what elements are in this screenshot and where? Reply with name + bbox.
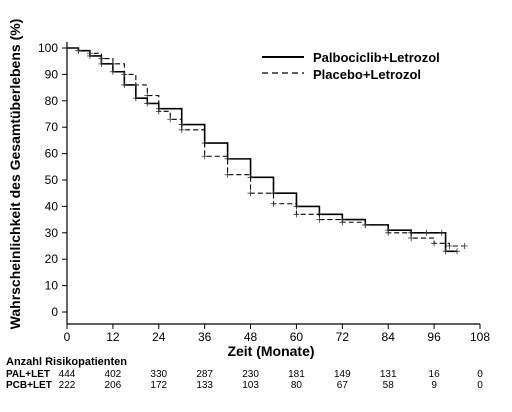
risk-value: 444 [59, 369, 76, 380]
censor-mark [144, 92, 151, 99]
x-tick-label: 84 [382, 330, 396, 344]
risk-value: 172 [150, 380, 167, 391]
censor-mark [339, 219, 346, 226]
censor-mark [132, 95, 139, 102]
censor-mark [121, 81, 128, 88]
censor-mark [109, 68, 116, 75]
series-layer [67, 47, 468, 255]
legend-label-placebo: Placebo+Letrozol [313, 67, 421, 82]
x-ticks: 0 12 24 36 48 60 72 84 96 108 [64, 324, 490, 344]
risk-value: 131 [380, 369, 397, 380]
censor-mark [201, 153, 208, 160]
risk-value: 230 [242, 369, 259, 380]
censor-mark [224, 171, 231, 178]
y-axis-label: Wahrscheinlichkeit des Gesamtüberlebens … [7, 19, 23, 330]
censor-mark [408, 235, 415, 242]
censor-mark [86, 50, 93, 57]
x-tick-label: 48 [244, 330, 258, 344]
censor-mark [132, 81, 139, 88]
censor-mark [431, 240, 438, 247]
censor-mark [385, 229, 392, 236]
x-tick-label: 36 [198, 330, 212, 344]
censor-mark [75, 47, 82, 54]
censor-mark [144, 100, 151, 107]
risk-value: 0 [477, 369, 483, 380]
censor-mark [442, 248, 449, 255]
risk-row-label: PAL+LET [6, 369, 50, 380]
y-tick-label: 70 [45, 120, 59, 134]
risk-value: 287 [196, 369, 213, 380]
risk-value: 67 [337, 380, 349, 391]
x-tick-label: 96 [427, 330, 441, 344]
risk-value: 103 [242, 380, 259, 391]
y-tick-label: 100 [38, 41, 58, 55]
censor-mark [121, 71, 128, 78]
y-tick-label: 50 [45, 173, 59, 187]
risk-row-label: PCB+LET [6, 380, 52, 391]
y-tick-label: 80 [45, 94, 59, 108]
risk-value: 133 [196, 380, 213, 391]
censor-mark [178, 126, 185, 133]
y-tick-label: 40 [45, 199, 59, 213]
x-tick-label: 0 [64, 330, 71, 344]
y-tick-label: 30 [45, 226, 59, 240]
risk-value: 16 [429, 369, 441, 380]
censor-mark [423, 229, 430, 236]
censor-mark [362, 221, 369, 228]
x-tick-label: 60 [290, 330, 304, 344]
risk-value: 330 [150, 369, 167, 380]
legend: Palbociclib+Letrozol Placebo+Letrozol [262, 50, 440, 82]
censor-mark [167, 116, 174, 123]
censor-mark [316, 216, 323, 223]
legend-label-palbociclib: Palbociclib+Letrozol [313, 50, 440, 65]
censor-mark [109, 60, 116, 67]
risk-value: 181 [288, 369, 305, 380]
risk-value: 402 [105, 369, 122, 380]
y-tick-label: 10 [45, 279, 59, 293]
risk-table: PAL+LET 444 402 330 287 230 181 149 131 16 0 PCB+LE… [6, 369, 483, 391]
censor-mark [247, 190, 254, 197]
risk-table-title: Anzahl Risikopatienten [6, 356, 127, 368]
risk-value: 222 [59, 380, 76, 391]
x-tick-label: 24 [152, 330, 166, 344]
censor-mark [293, 211, 300, 218]
risk-value: 0 [477, 380, 483, 391]
y-tick-label: 0 [51, 305, 58, 319]
x-axis-label: Zeit (Monate) [227, 343, 314, 359]
risk-value: 58 [383, 380, 395, 391]
x-tick-label: 72 [336, 330, 350, 344]
risk-value: 206 [105, 380, 122, 391]
risk-value: 9 [431, 380, 437, 391]
y-tick-label: 90 [45, 67, 59, 81]
censor-mark [461, 243, 468, 249]
censor-mark [270, 200, 277, 207]
censor-mark [454, 248, 461, 255]
y-ticks: 0 10 20 30 40 50 60 70 80 90 100 [38, 41, 67, 319]
censor-mark [98, 55, 105, 62]
risk-value: 80 [291, 380, 303, 391]
risk-value: 149 [334, 369, 351, 380]
censor-mark [155, 108, 162, 115]
censor-mark [446, 243, 453, 249]
censor-mark [438, 229, 445, 236]
censor-mark [98, 60, 105, 67]
x-tick-label: 12 [106, 330, 120, 344]
y-tick-label: 60 [45, 147, 59, 161]
y-tick-label: 20 [45, 252, 59, 266]
x-tick-label: 108 [470, 330, 490, 344]
